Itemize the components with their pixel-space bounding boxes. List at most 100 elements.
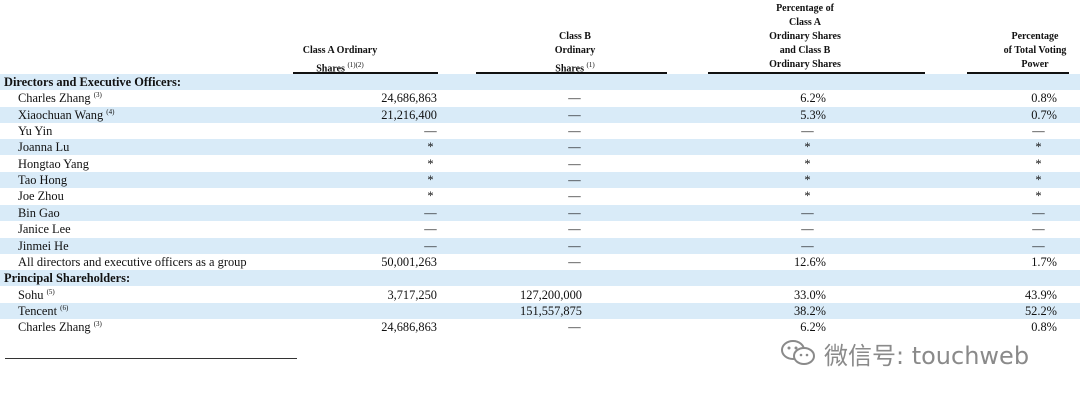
section-label: Principal Shareholders: <box>4 271 131 286</box>
header-class-b-footnote: (1) <box>586 61 595 69</box>
row-label-with-footnote: Charles Zhang (3) <box>18 319 102 335</box>
voting-power-cell: — <box>1032 124 1045 139</box>
section-label: Directors and Executive Officers: <box>4 75 181 89</box>
header-class-a-footnote: (1)(2) <box>347 61 364 69</box>
header-voting-power: Percentage of Total Voting Power <box>1003 31 1067 70</box>
section-header-row: Principal Shareholders: <box>0 270 1080 287</box>
class-b-shares-cell: 127,200,000 <box>520 287 582 302</box>
voting-power-cell: — <box>1032 238 1045 253</box>
voting-power-cell: * <box>1035 173 1042 188</box>
header-underline-3 <box>708 72 925 74</box>
percentage-shares-cell: * <box>804 189 811 204</box>
voting-power-cell: 0.8% <box>1031 91 1057 106</box>
row-label-with-footnote: Charles Zhang (3) <box>18 90 102 106</box>
table-row: Charles Zhang (3) 24,686,863 — 6.2% 0.8% <box>0 90 1080 106</box>
table-row: Yu Yin — — — — <box>0 123 1080 139</box>
row-label: Charles Zhang <box>18 320 91 335</box>
percentage-shares-cell: 5.3% <box>800 107 826 122</box>
wechat-icon <box>781 340 815 365</box>
row-label: All directors and executive officers as … <box>18 254 247 269</box>
header-underline-4 <box>967 72 1069 74</box>
class-b-shares-cell: — <box>568 222 581 237</box>
percentage-shares-cell: * <box>804 173 811 188</box>
percentage-shares-cell: 6.2% <box>800 91 826 106</box>
percentage-shares-cell: * <box>804 140 811 155</box>
row-label: Bin Gao <box>18 205 60 220</box>
table-row: Jinmei He — — — — <box>0 237 1080 254</box>
class-b-shares-cell: — <box>568 91 581 106</box>
header-class-a: Class A Ordinary Shares (1)(2) <box>302 45 378 75</box>
class-b-shares-cell: — <box>568 254 581 269</box>
percentage-shares-cell: 12.6% <box>793 254 826 269</box>
percentage-shares-cell: 6.2% <box>800 320 826 335</box>
percentage-shares-cell: — <box>801 205 814 220</box>
class-b-shares-cell: — <box>568 173 581 188</box>
voting-power-cell: — <box>1032 222 1045 237</box>
footnote-separator <box>5 358 297 359</box>
class-a-shares-cell: 3,717,250 <box>387 287 437 302</box>
class-b-shares-cell: — <box>568 156 581 171</box>
row-label: Tencent <box>18 303 58 318</box>
row-label: Janice Lee <box>18 222 71 237</box>
voting-power-cell: 0.7% <box>1031 107 1057 122</box>
row-footnote-ref: (6) <box>60 303 69 312</box>
class-a-shares-cell: 24,686,863 <box>381 320 437 335</box>
class-b-shares-cell: — <box>568 107 581 122</box>
row-label: Sohu <box>18 287 44 302</box>
class-b-shares-cell: — <box>568 124 581 139</box>
row-label-with-footnote: Xiaochuan Wang (4) <box>18 107 114 123</box>
voting-power-cell: * <box>1035 189 1042 204</box>
row-label-with-footnote: Sohu (5) <box>18 287 55 303</box>
watermark-text: 微信号: touchweb <box>824 341 1030 370</box>
percentage-shares-cell: 33.0% <box>793 287 826 302</box>
percentage-shares-cell: — <box>801 222 814 237</box>
table-row: Joe Zhou * — * * <box>0 188 1080 204</box>
row-label: Charles Zhang <box>18 91 91 106</box>
class-a-shares-cell: — <box>424 222 437 237</box>
class-b-shares-cell: — <box>568 238 581 253</box>
class-a-shares-cell: 21,216,400 <box>381 107 437 122</box>
voting-power-cell: 1.7% <box>1031 254 1057 269</box>
table-row: Tao Hong * — * * <box>0 172 1080 189</box>
row-label: Joanna Lu <box>18 140 70 155</box>
class-a-shares-cell: * <box>427 173 434 188</box>
class-a-shares-cell: * <box>427 189 434 204</box>
row-label: Joe Zhou <box>18 189 64 204</box>
row-footnote-ref: (3) <box>93 91 102 100</box>
row-footnote-ref: (5) <box>46 287 55 296</box>
table-row: Joanna Lu * — * * <box>0 139 1080 156</box>
class-a-shares-cell: * <box>427 140 434 155</box>
class-a-shares-cell: 50,001,263 <box>381 254 437 269</box>
row-footnote-ref: (4) <box>106 107 115 116</box>
class-b-shares-cell: — <box>568 140 581 155</box>
header-class-b: Class B Ordinary Shares (1) <box>554 31 596 75</box>
class-a-shares-cell: — <box>424 205 437 220</box>
table-row: Tencent (6) 151,557,875 38.2% 52.2% <box>0 302 1080 319</box>
class-a-shares-cell: — <box>424 124 437 139</box>
class-a-shares-cell: — <box>424 238 437 253</box>
table-row: Bin Gao — — — — <box>0 204 1080 221</box>
row-label: Xiaochuan Wang <box>18 107 104 122</box>
class-b-shares-cell: — <box>568 320 581 335</box>
voting-power-cell: 43.9% <box>1024 287 1057 302</box>
table-row: Charles Zhang (3) 24,686,863 — 6.2% 0.8% <box>0 319 1080 335</box>
percentage-shares-cell: 38.2% <box>793 303 826 318</box>
table-row: Xiaochuan Wang (4) 21,216,400 — 5.3% 0.7% <box>0 106 1080 123</box>
voting-power-cell: 0.8% <box>1031 320 1057 335</box>
row-label: Tao Hong <box>18 173 68 188</box>
table-row: Sohu (5) 3,717,250 127,200,000 33.0% 43.9% <box>0 287 1080 303</box>
row-label-with-footnote: Tencent (6) <box>18 303 68 319</box>
table-row: All directors and executive officers as … <box>0 254 1080 270</box>
table-row: Janice Lee — — — — <box>0 221 1080 237</box>
voting-power-cell: * <box>1035 156 1042 171</box>
section-header-row: Directors and Executive Officers: <box>0 74 1080 90</box>
class-a-shares-cell: * <box>427 156 434 171</box>
percentage-shares-cell: * <box>804 156 811 171</box>
header-underline-2 <box>476 72 667 74</box>
voting-power-cell: 52.2% <box>1024 303 1057 318</box>
voting-power-cell: — <box>1032 205 1045 220</box>
table-row: Hongtao Yang * — * * <box>0 156 1080 172</box>
row-footnote-ref: (3) <box>93 320 102 329</box>
header-percentage-shares: Percentage of Class A Ordinary Shares an… <box>769 3 841 70</box>
header-underline-1 <box>293 72 438 74</box>
